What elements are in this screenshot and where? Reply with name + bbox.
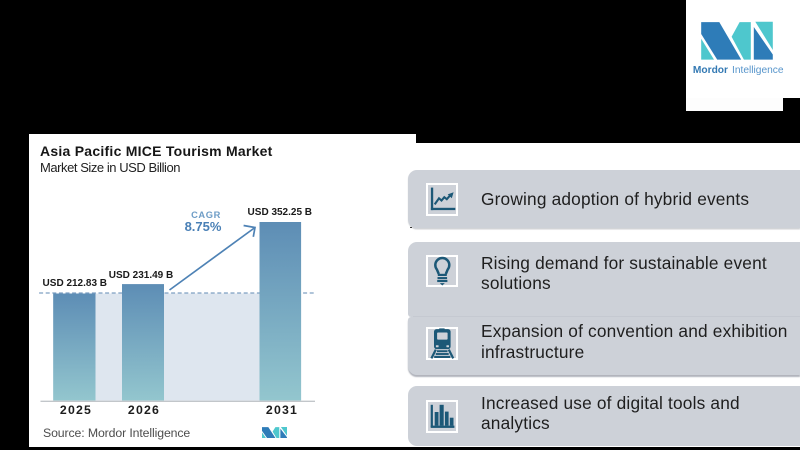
svg-text:Mordor Intelligence: Mordor Intelligence bbox=[692, 65, 783, 76]
